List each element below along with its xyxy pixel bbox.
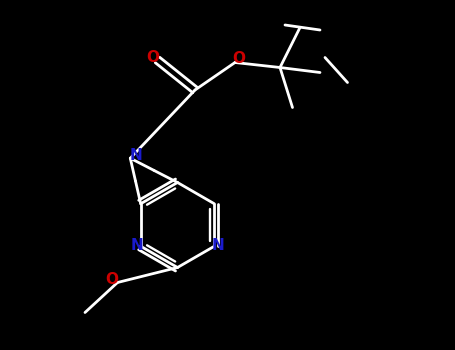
Text: O: O — [146, 50, 159, 65]
Text: N: N — [212, 238, 225, 253]
Text: N: N — [130, 238, 143, 253]
Text: O: O — [105, 273, 118, 287]
Text: O: O — [233, 51, 246, 66]
Text: N: N — [130, 148, 143, 163]
